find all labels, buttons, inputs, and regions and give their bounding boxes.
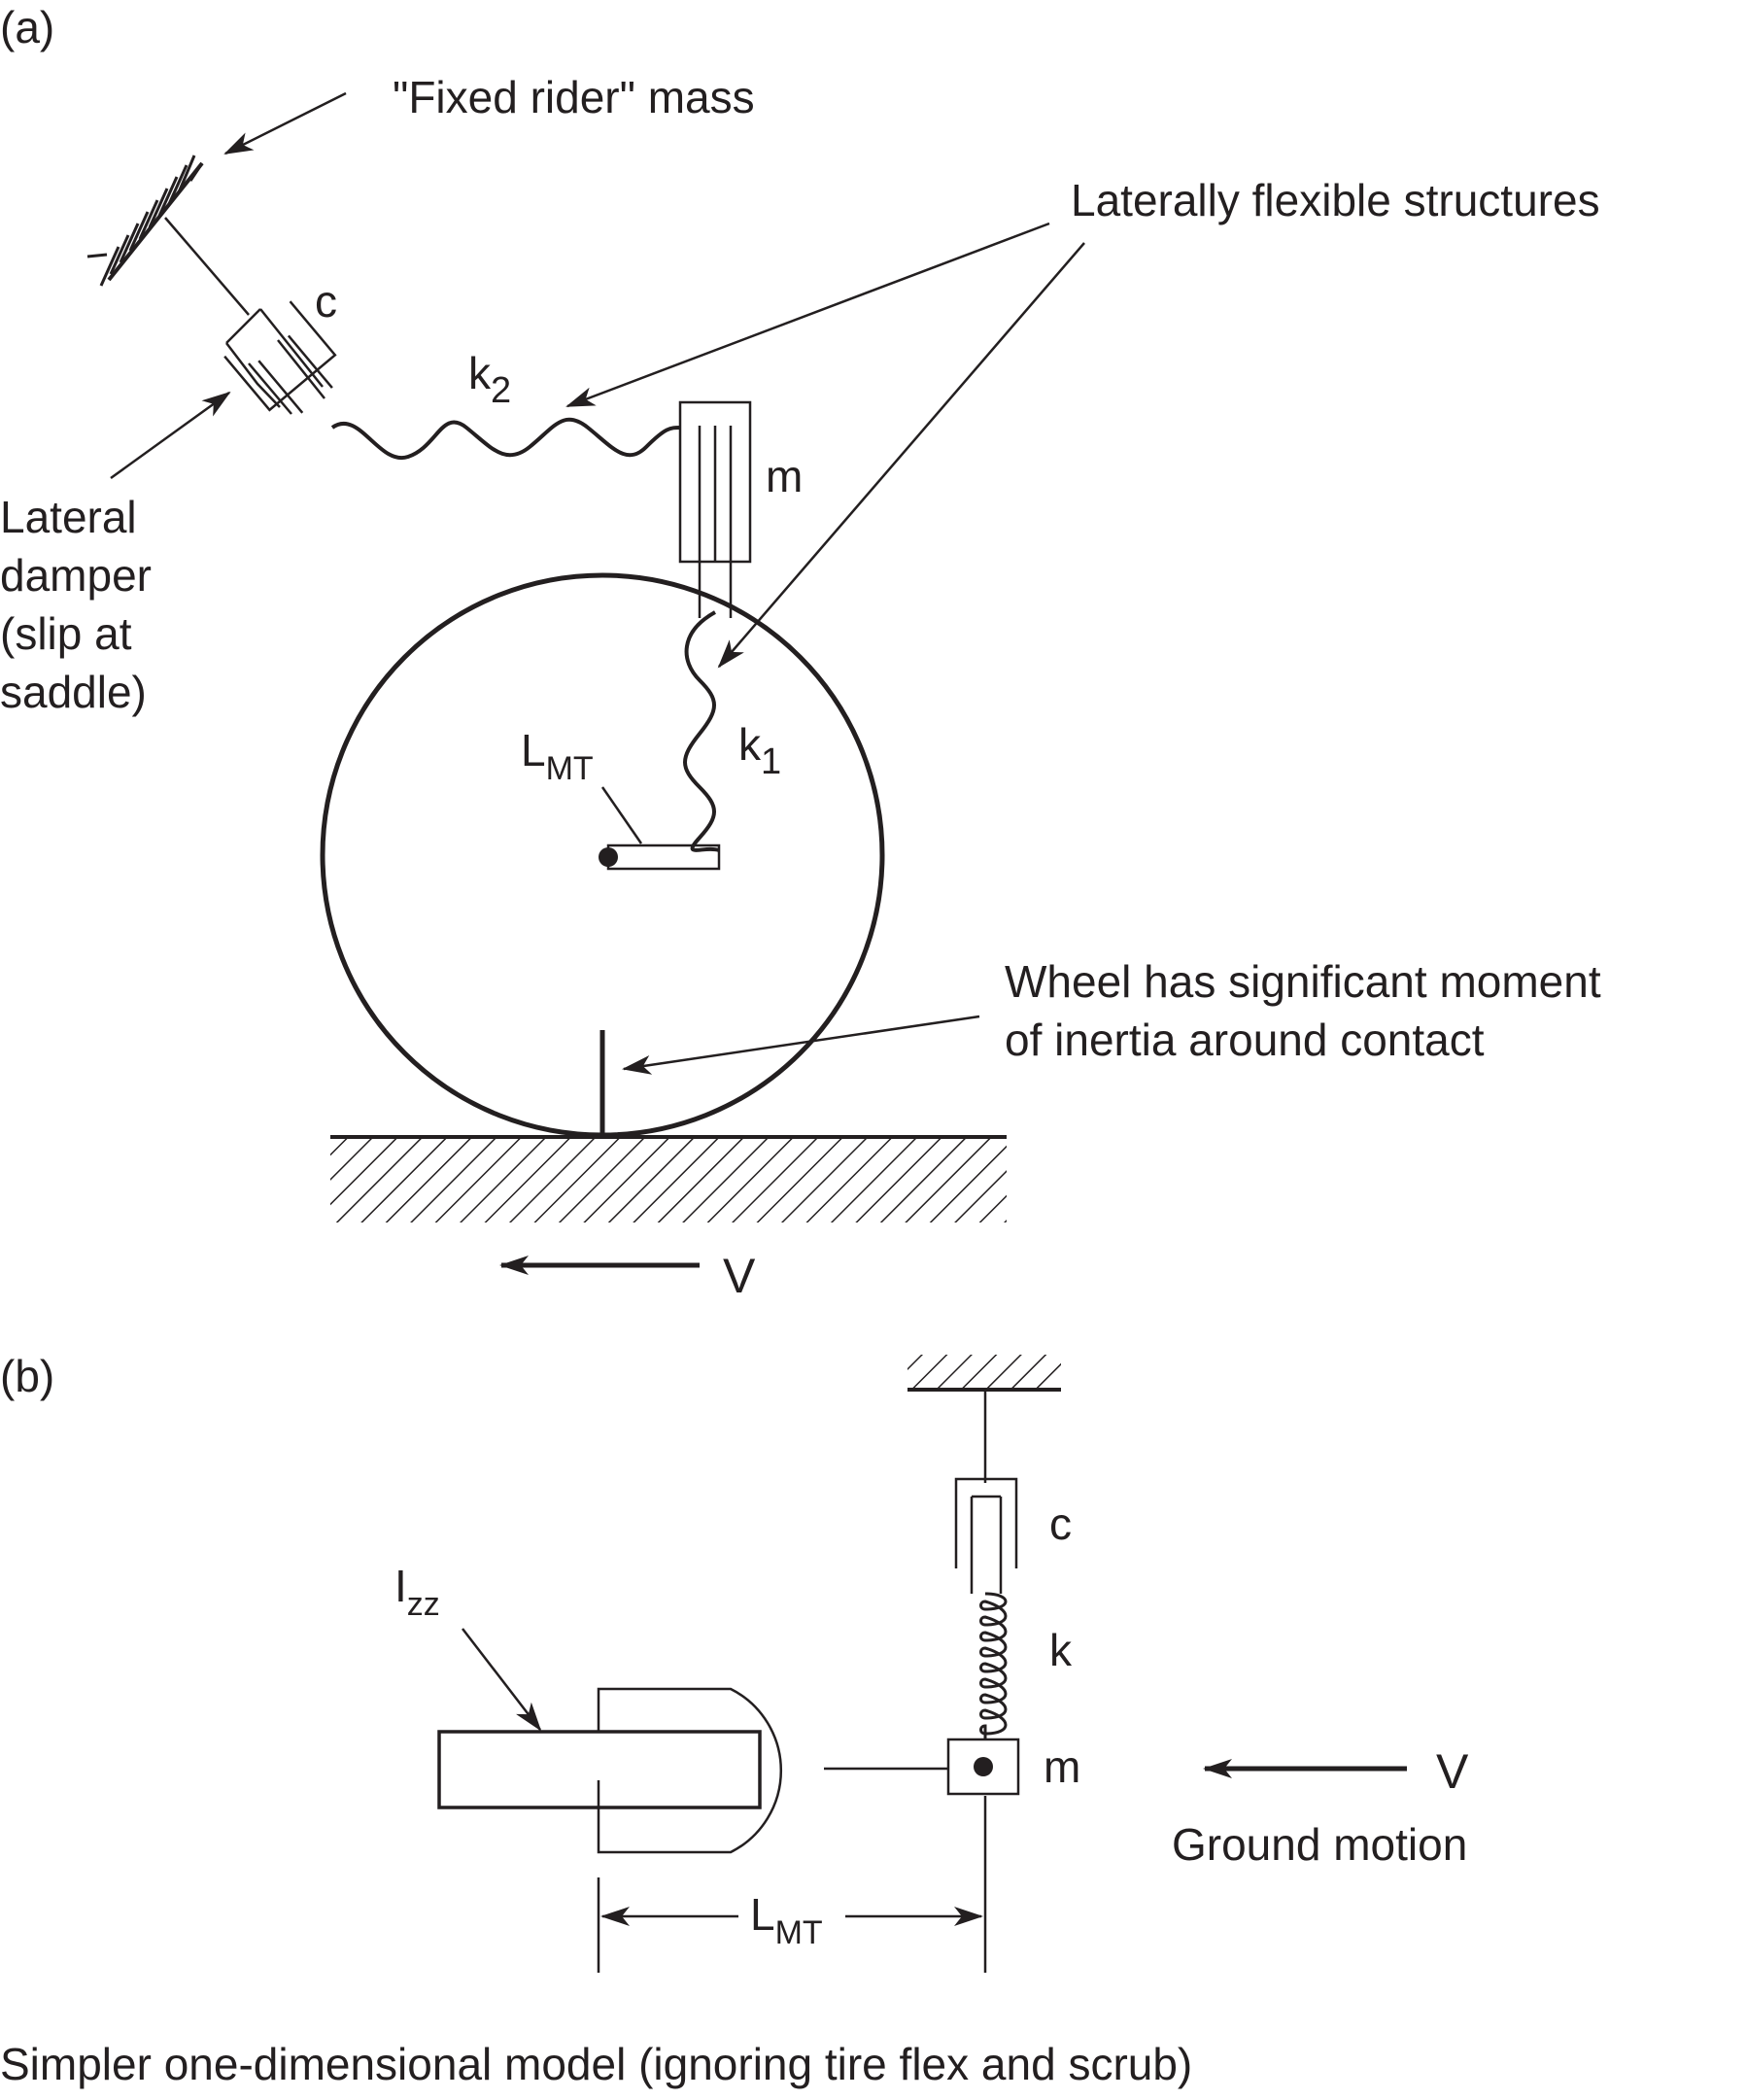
flexible-arrow-k2 [565, 222, 1050, 408]
mass-symbol-m-a: m [766, 451, 803, 501]
damper-arrow [110, 391, 231, 480]
fixed-rider-mass-anchor [86, 155, 204, 287]
laterally-flexible-label: Laterally flexible structures [1071, 175, 1600, 225]
k1-label: k1 [738, 719, 781, 782]
fixed-rider-mass-label: "Fixed rider" mass [393, 72, 755, 122]
damper-b [954, 1477, 1018, 1594]
spring-k1 [683, 610, 720, 852]
lmt-label-a: LMT [521, 725, 594, 787]
anchor-hatch-b [907, 1355, 1061, 1392]
wheel-fork-b [597, 1687, 948, 1973]
mass-block-b [946, 1738, 1020, 1973]
ground-motion-label: Ground motion [1172, 1819, 1467, 1870]
svg-text:of inertia around contact: of inertia around contact [1005, 1015, 1485, 1065]
izz-bar [437, 1730, 762, 1809]
spring-k2 [330, 417, 681, 461]
damper-symbol-c-a: c [315, 276, 337, 327]
svg-text:damper: damper [0, 550, 152, 601]
svg-text:Lateral: Lateral [0, 492, 137, 542]
ground-hatch-a [330, 1135, 1007, 1222]
svg-text:(slip at: (slip at [0, 608, 132, 659]
svg-text:Wheel has significant moment: Wheel has significant moment [1005, 956, 1601, 1007]
panel-b-label: (b) [0, 1351, 54, 1401]
mass-symbol-m-b: m [1044, 1741, 1080, 1792]
velocity-symbol-a: V [723, 1249, 756, 1303]
izz-label: Izz [394, 1561, 440, 1623]
lateral-damper-a [223, 300, 337, 414]
mass-block-a [678, 400, 752, 618]
spring-symbol-k-b: k [1049, 1625, 1073, 1675]
damper-symbol-c-b: c [1049, 1498, 1072, 1549]
velocity-symbol-b: V [1436, 1744, 1469, 1799]
lmt-label-b: LMT [750, 1889, 823, 1951]
inertia-arrow [622, 1015, 980, 1075]
izz-arrow [462, 1628, 542, 1732]
panel-a: (a) c [0, 2, 1601, 1303]
panel-b: (b) c k m [0, 1351, 1469, 1973]
k2-label: k2 [468, 348, 511, 411]
panel-a-label: (a) [0, 2, 54, 52]
damper-rod-a [164, 217, 250, 316]
inertia-label: Wheel has significant moment of inertia … [1005, 956, 1601, 1065]
trail-link-a [599, 786, 721, 871]
fixed-rider-arrow [223, 91, 347, 155]
lateral-damper-label: Lateral damper (slip at saddle) [0, 492, 152, 717]
flexible-arrow-k1 [717, 242, 1085, 669]
svg-text:saddle): saddle) [0, 667, 147, 717]
steering-axis-point [599, 847, 618, 867]
spring-k-b [979, 1592, 1008, 1739]
coil-spring-path [979, 1592, 1008, 1739]
caption: Simpler one-dimensional model (ignoring … [0, 2039, 1192, 2089]
